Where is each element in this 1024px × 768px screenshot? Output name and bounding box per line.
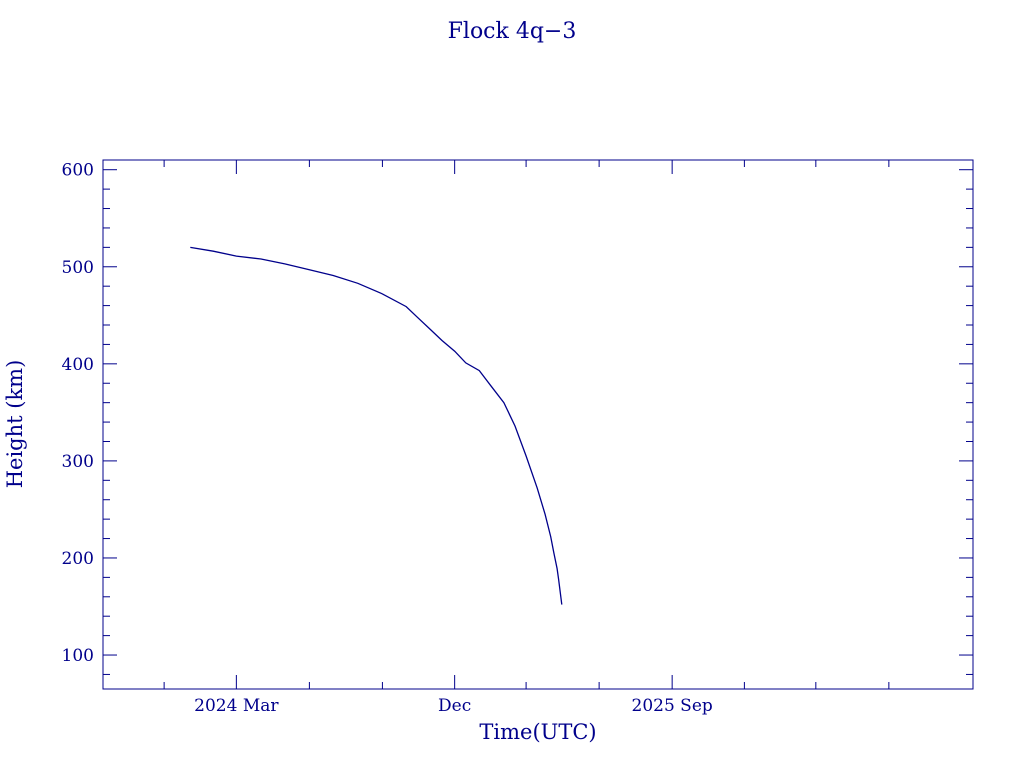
- y-tick-label: 600: [62, 161, 94, 181]
- axis-ticks: [103, 160, 973, 689]
- y-tick-label: 500: [62, 258, 94, 278]
- chart-title: Flock 4q−3: [448, 19, 577, 44]
- plot-frame: [102, 159, 974, 690]
- series-line: [190, 246, 563, 605]
- y-tick-label: 200: [62, 549, 94, 569]
- y-tick-label: 300: [62, 452, 94, 472]
- y-axis-label: Height (km): [3, 360, 27, 489]
- x-tick-label: 2025 Sep: [632, 696, 713, 716]
- tick-labels: 100 200 300 400 500 600 2024 Mar Dec 2025 Sep: [62, 161, 713, 716]
- y-tick-label: 400: [62, 355, 94, 375]
- x-tick-label: Dec: [438, 696, 471, 716]
- x-axis-label: Time(UTC): [479, 720, 596, 744]
- y-tick-label: 100: [62, 646, 94, 666]
- x-tick-label: 2024 Mar: [194, 696, 279, 716]
